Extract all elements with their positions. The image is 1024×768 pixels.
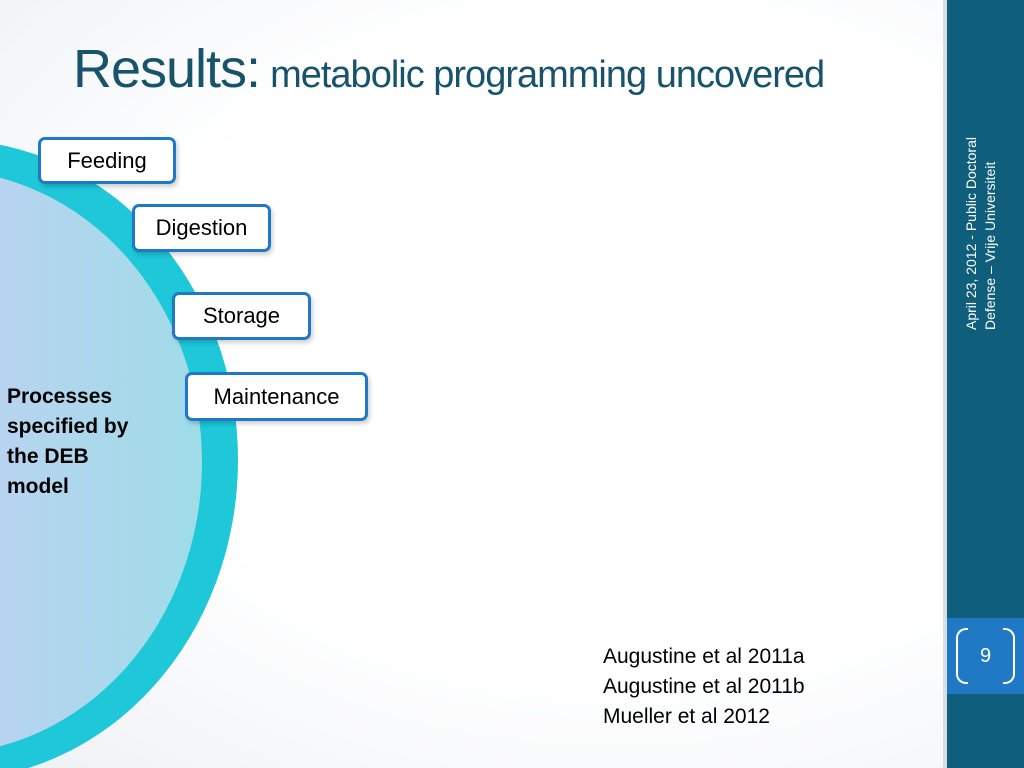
caption-line: the DEB (7, 445, 89, 468)
caption-line: Processes (7, 385, 113, 408)
references: Augustine et al 2011a Augustine et al 20… (603, 642, 805, 732)
process-label: Feeding (67, 147, 147, 173)
title-main: Results: (73, 39, 261, 99)
reference-item: Augustine et al 2011a (603, 645, 805, 668)
slide-title: Results: metabolic programming uncovered (73, 38, 825, 100)
title-sub: metabolic programming uncovered (270, 54, 825, 96)
footer-text: April 23, 2012 - Public Doctoral Defense… (962, 137, 1000, 330)
right-brace-icon (1003, 628, 1015, 684)
footer-line-2: Defense – Vrije Universiteit (982, 161, 998, 330)
process-box-maintenance: Maintenance (185, 372, 368, 421)
processes-caption: Processes specified by the DEB model (7, 382, 177, 502)
process-box-digestion: Digestion (132, 204, 271, 252)
footer-line-1: April 23, 2012 - Public Doctoral (963, 137, 979, 330)
reference-item: Mueller et al 2012 (603, 705, 770, 728)
left-brace-icon (956, 628, 968, 684)
page-number-badge: 9 (947, 618, 1024, 694)
caption-line: model (7, 475, 69, 498)
page-number: 9 (979, 644, 992, 667)
process-box-feeding: Feeding (38, 137, 176, 184)
arc-fill (0, 177, 202, 747)
process-box-storage: Storage (172, 292, 311, 340)
caption-line: specified by (7, 415, 129, 438)
process-label: Storage (202, 303, 281, 328)
reference-item: Augustine et al 2011b (603, 675, 805, 698)
process-label: Digestion (155, 215, 248, 240)
process-label: Maintenance (213, 383, 340, 409)
